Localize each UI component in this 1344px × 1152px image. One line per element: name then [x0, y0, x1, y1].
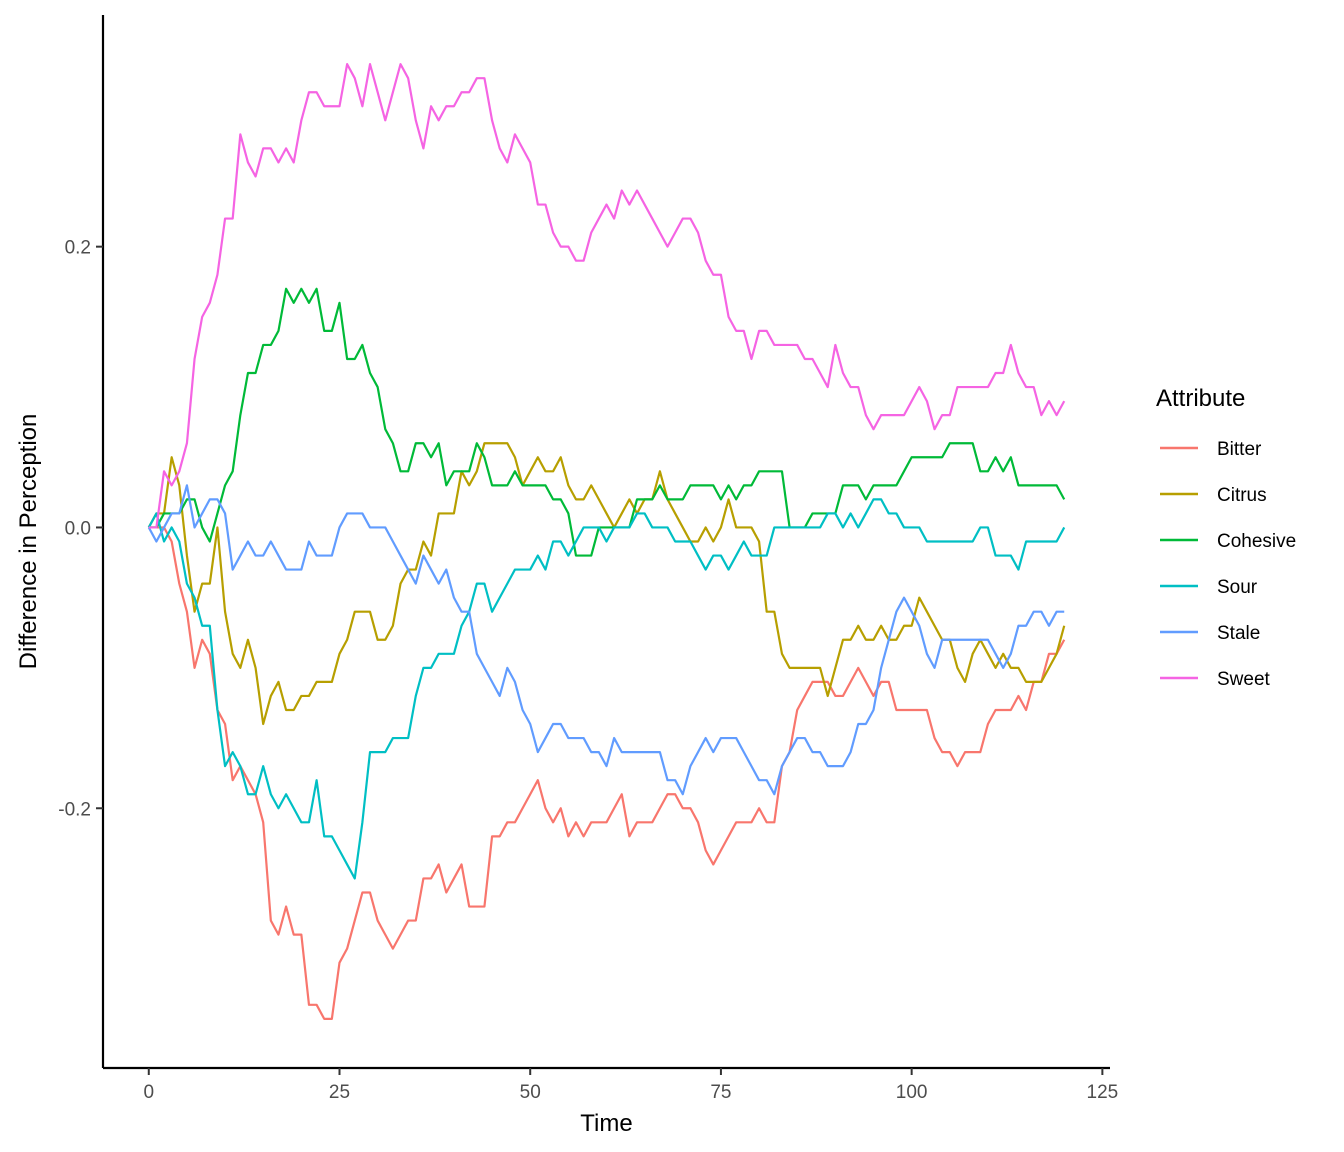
legend: Attribute Bitter Citrus Cohesive Sour Stale S…	[1156, 385, 1296, 690]
legend-label: Sweet	[1217, 669, 1271, 690]
legend-item-bitter: Bitter	[1160, 439, 1262, 460]
y-axis-ticks: -0.2 0.0 0.2	[58, 238, 103, 820]
series-line-bitter	[148, 526, 1066, 1020]
series-layer	[147, 63, 1066, 1020]
x-tick-label: 50	[520, 1082, 541, 1103]
legend-item-sweet: Sweet	[1160, 669, 1271, 690]
legend-item-sour: Sour	[1160, 577, 1258, 598]
series-line-citrus	[147, 442, 1066, 726]
x-axis-ticks: 0 25 50 75 100 125	[143, 1068, 1118, 1103]
legend-label: Cohesive	[1217, 531, 1296, 552]
x-tick-label: 0	[143, 1082, 154, 1103]
series-line-sweet	[148, 63, 1066, 529]
x-tick-label: 75	[710, 1082, 731, 1103]
legend-label: Stale	[1217, 623, 1260, 644]
series-line-cohesive	[148, 287, 1066, 557]
y-tick-label: 0.0	[65, 518, 91, 539]
legend-title: Attribute	[1156, 385, 1245, 412]
legend-item-stale: Stale	[1160, 623, 1260, 644]
x-axis-title: Time	[580, 1110, 632, 1137]
series-line-sour	[147, 498, 1066, 880]
legend-item-citrus: Citrus	[1160, 485, 1267, 506]
y-tick-label: -0.2	[58, 799, 91, 820]
x-tick-label: 100	[896, 1082, 928, 1103]
y-tick-label: 0.2	[65, 238, 91, 259]
legend-items: Bitter Citrus Cohesive Sour Stale Sweet	[1160, 439, 1296, 690]
legend-label: Bitter	[1217, 439, 1262, 460]
legend-label: Citrus	[1217, 485, 1267, 506]
x-tick-label: 125	[1087, 1082, 1119, 1103]
series-line-stale	[147, 484, 1065, 796]
y-axis-title: Difference in Perception	[15, 414, 42, 670]
legend-label: Sour	[1217, 577, 1258, 598]
legend-item-cohesive: Cohesive	[1160, 531, 1296, 552]
x-tick-label: 25	[329, 1082, 350, 1103]
